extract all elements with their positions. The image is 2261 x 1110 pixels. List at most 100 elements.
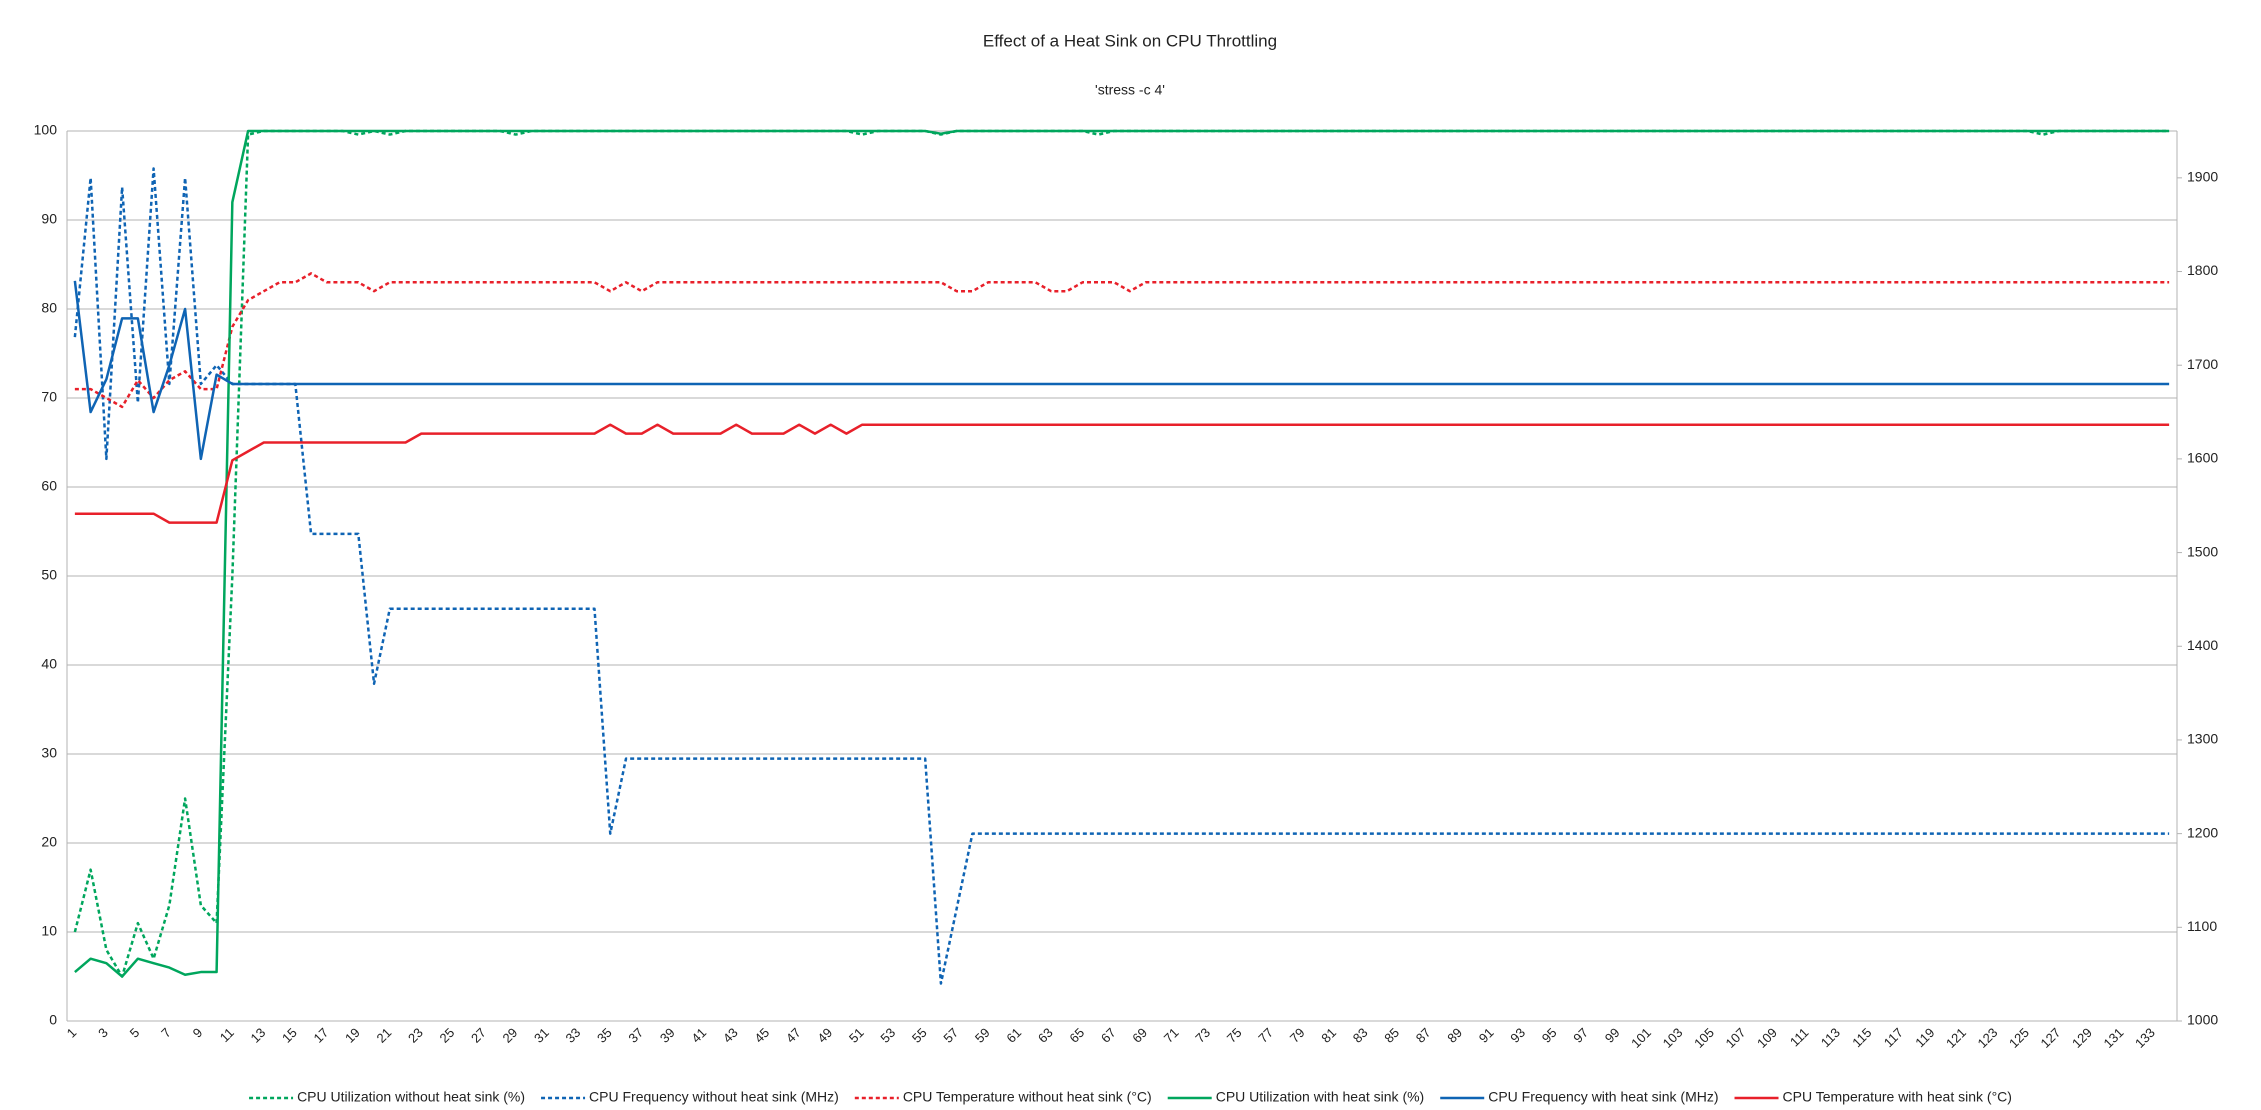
x-tick-label: 109	[1754, 1025, 1780, 1051]
x-tick-label: 101	[1628, 1025, 1654, 1051]
y2-tick-label: 1800	[2187, 262, 2218, 278]
y2-tick-label: 1700	[2187, 356, 2218, 372]
y-tick-label: 70	[41, 389, 57, 405]
x-tick-label: 89	[1444, 1025, 1465, 1046]
x-tick-label: 77	[1255, 1025, 1276, 1046]
x-tick-label: 121	[1943, 1025, 1969, 1051]
x-tick-label: 27	[468, 1025, 489, 1046]
x-tick-label: 1	[64, 1025, 80, 1041]
x-tick-label: 105	[1691, 1025, 1717, 1051]
y-tick-label: 100	[34, 122, 58, 138]
x-tick-label: 25	[436, 1025, 457, 1046]
x-tick-label: 5	[127, 1025, 143, 1041]
y2-tick-label: 1900	[2187, 169, 2218, 185]
series-line	[73, 280, 2170, 461]
x-tick-label: 21	[374, 1025, 395, 1046]
x-tick-label: 15	[279, 1025, 300, 1046]
y-tick-label: 0	[49, 1012, 57, 1028]
x-tick-label: 49	[814, 1025, 835, 1046]
legend-label: CPU Utilization without heat sink (%)	[297, 1089, 525, 1105]
series-line	[74, 423, 2170, 524]
legend-label: CPU Frequency with heat sink (MHz)	[1488, 1089, 1718, 1105]
x-tick-label: 59	[972, 1025, 993, 1046]
y-tick-label: 60	[41, 478, 57, 494]
x-tick-label: 57	[940, 1025, 961, 1046]
x-tick-label: 3	[95, 1025, 111, 1041]
x-tick-label: 93	[1507, 1025, 1528, 1046]
y-tick-label: 90	[41, 211, 57, 227]
y-tick-label: 10	[41, 923, 57, 939]
x-tick-label: 13	[248, 1025, 269, 1046]
x-tick-label: 85	[1381, 1025, 1402, 1046]
y2-tick-label: 1400	[2187, 637, 2218, 653]
x-tick-label: 127	[2038, 1025, 2064, 1051]
x-tick-label: 79	[1287, 1025, 1308, 1046]
legend-label: CPU Temperature with heat sink (°C)	[1783, 1089, 2012, 1105]
y-tick-label: 80	[41, 300, 57, 316]
x-tick-label: 133	[2132, 1025, 2158, 1051]
y2-tick-label: 1300	[2187, 731, 2218, 747]
x-tick-label: 9	[190, 1025, 206, 1041]
legend-label: CPU Utilization with heat sink (%)	[1216, 1089, 1425, 1105]
x-tick-label: 69	[1129, 1025, 1150, 1046]
x-tick-label: 43	[720, 1025, 741, 1046]
x-tick-label: 117	[1881, 1025, 1906, 1050]
x-tick-label: 29	[499, 1025, 520, 1046]
legend-label: CPU Temperature without heat sink (°C)	[903, 1089, 1152, 1105]
x-tick-label: 67	[1098, 1025, 1119, 1046]
x-tick-label: 123	[1975, 1025, 2001, 1051]
x-tick-label: 7	[158, 1025, 174, 1041]
x-tick-label: 35	[594, 1025, 615, 1046]
y2-tick-label: 1100	[2187, 918, 2217, 934]
x-tick-label: 17	[311, 1025, 332, 1046]
x-tick-label: 45	[751, 1025, 772, 1046]
x-tick-label: 51	[846, 1025, 867, 1046]
x-tick-label: 91	[1476, 1025, 1497, 1046]
x-tick-label: 53	[877, 1025, 898, 1046]
series-line	[73, 167, 2170, 985]
y-tick-label: 40	[41, 656, 57, 672]
y-tick-label: 50	[41, 567, 57, 583]
x-tick-label: 73	[1192, 1025, 1213, 1046]
x-tick-label: 81	[1318, 1025, 1339, 1046]
legend: CPU Utilization without heat sink (%) CPU…	[249, 1089, 2012, 1105]
x-tick-label: 103	[1660, 1025, 1686, 1051]
x-tick-label: 11	[217, 1025, 237, 1045]
x-tick-label: 65	[1066, 1025, 1087, 1046]
x-tick-label: 99	[1602, 1025, 1623, 1046]
x-tick-label: 125	[2006, 1025, 2032, 1051]
x-tick-label: 113	[1818, 1025, 1843, 1050]
x-tick-label: 119	[1912, 1025, 1937, 1050]
legend-label: CPU Frequency without heat sink (MHz)	[589, 1089, 839, 1105]
x-tick-label: 47	[783, 1025, 804, 1046]
x-tick-label: 55	[909, 1025, 930, 1046]
x-tick-label: 39	[657, 1025, 678, 1046]
y2-tick-label: 1600	[2187, 450, 2218, 466]
x-tick-label: 115	[1849, 1025, 1874, 1050]
x-tick-label: 63	[1035, 1025, 1056, 1046]
x-tick-label: 87	[1413, 1025, 1434, 1046]
x-tick-label: 61	[1003, 1025, 1024, 1046]
y-tick-label: 30	[41, 745, 57, 761]
x-tick-label: 129	[2069, 1025, 2095, 1051]
x-tick-label: 75	[1224, 1025, 1245, 1046]
x-tick-label: 83	[1350, 1025, 1371, 1046]
x-tick-label: 19	[342, 1025, 363, 1046]
x-tick-label: 23	[405, 1025, 426, 1046]
x-tick-label: 33	[562, 1025, 583, 1046]
x-tick-label: 31	[531, 1025, 552, 1046]
x-tick-label: 97	[1570, 1025, 1591, 1046]
x-tick-label: 131	[2100, 1025, 2126, 1051]
x-tick-label: 71	[1161, 1025, 1182, 1046]
series-line	[74, 272, 2170, 409]
x-tick-label: 95	[1539, 1025, 1560, 1046]
series-line	[74, 129, 2170, 978]
y2-tick-label: 1200	[2187, 824, 2218, 840]
series-line	[73, 129, 2170, 978]
y-tick-label: 20	[41, 834, 57, 850]
x-tick-label: 111	[1787, 1025, 1812, 1050]
y2-tick-label: 1000	[2187, 1012, 2218, 1028]
chart-title: Effect of a Heat Sink on CPU Throttling	[983, 31, 1277, 50]
